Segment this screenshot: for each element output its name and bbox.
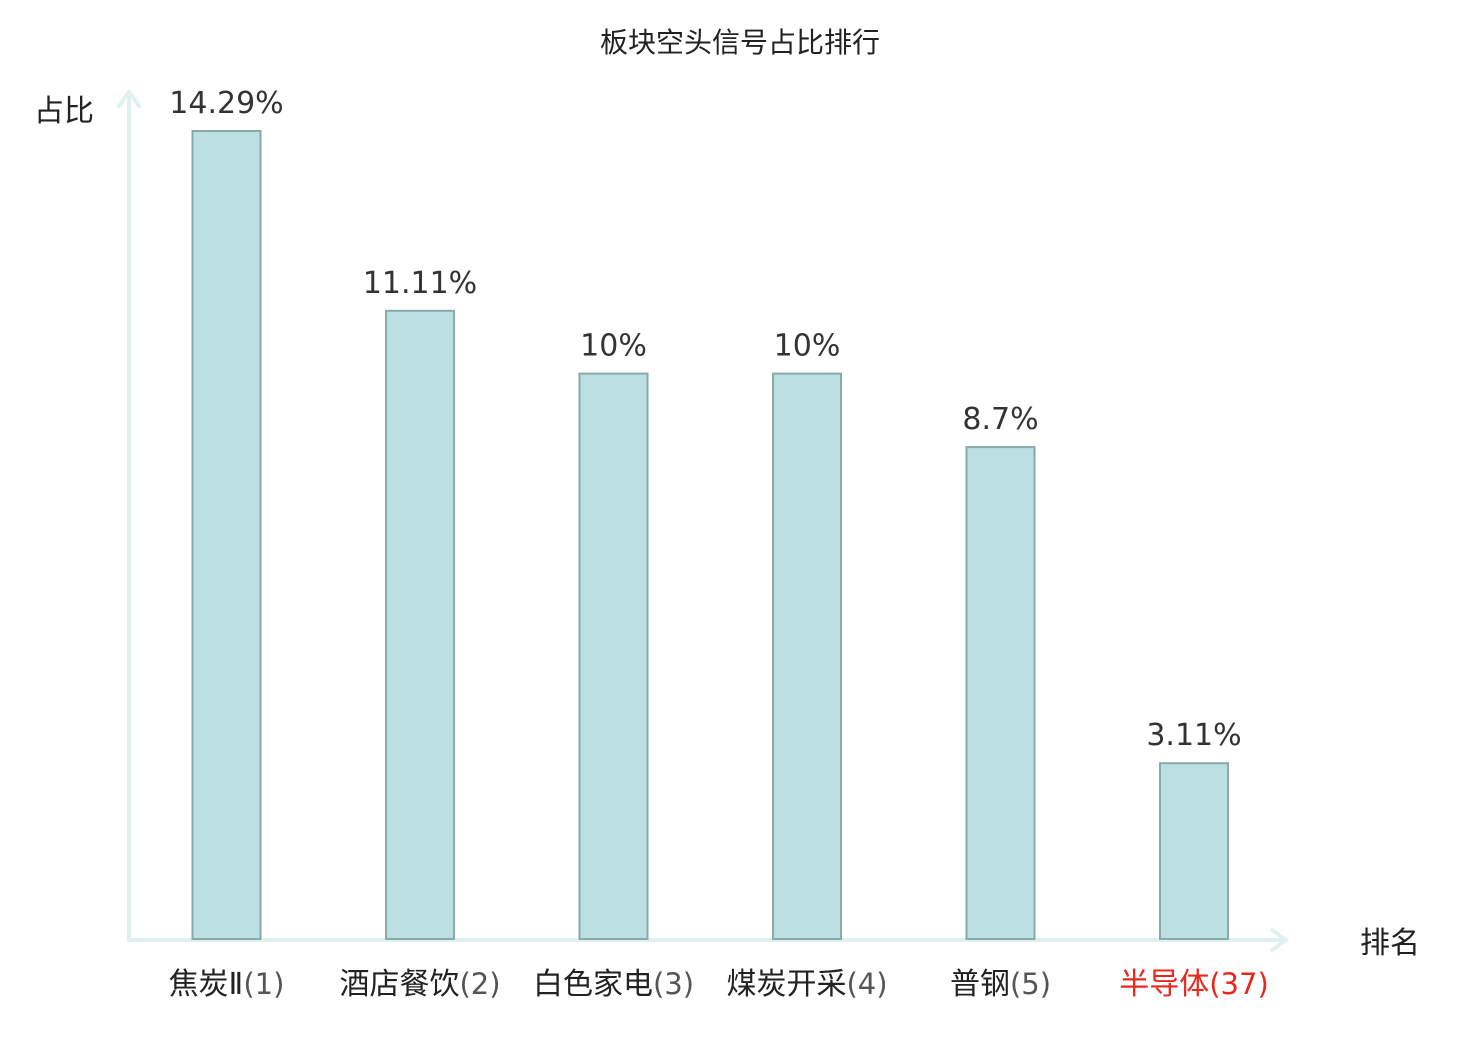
x-tick-label-2: 白色家电(3)	[533, 967, 694, 1002]
x-tick-rank-2: (3)	[653, 967, 694, 1001]
x-tick-name-5: 半导体	[1119, 967, 1209, 1002]
value-label-1: 11.11%	[363, 266, 477, 301]
x-tick-name-1: 酒店餐饮	[339, 967, 459, 1002]
x-tick-rank-1: (2)	[459, 967, 500, 1001]
axes	[117, 90, 1288, 952]
x-tick-name-2: 白色家电	[533, 967, 653, 1002]
x-tick-rank-4: (5)	[1010, 967, 1051, 1001]
y-axis-arrowhead	[117, 90, 141, 108]
x-tick-labels-group: 焦炭Ⅱ(1) 酒店餐饮(2) 白色家电(3) 煤炭开采(4) 普钢(5) 半导体(37)	[169, 967, 1269, 1002]
bar-4	[965, 446, 1036, 940]
value-label-4: 8.7%	[962, 402, 1038, 437]
bars-group	[191, 130, 1229, 941]
x-tick-name-0: 焦炭Ⅱ	[169, 967, 244, 1002]
x-tick-label-0: 焦炭Ⅱ(1)	[169, 967, 285, 1002]
x-tick-label-3: 煤炭开采(4)	[726, 967, 887, 1002]
bar-0	[191, 130, 262, 940]
bar-3	[772, 372, 842, 941]
x-tick-label-5: 半导体(37)	[1119, 967, 1269, 1002]
value-label-2: 10%	[580, 329, 647, 364]
y-axis-label: 占比	[34, 94, 94, 129]
value-label-3: 10%	[774, 329, 841, 364]
bar-5	[1159, 762, 1229, 941]
x-axis-arrowhead	[1270, 928, 1288, 952]
x-tick-name-4: 普钢	[950, 967, 1010, 1002]
value-labels-group: 14.29% 11.11% 10% 10% 8.7% 3.11%	[169, 86, 1241, 753]
x-axis-label: 排名	[1360, 926, 1420, 961]
chart-title: 板块空头信号占比排行	[600, 26, 880, 59]
x-tick-name-3: 煤炭开采	[726, 967, 846, 1002]
bar-2	[578, 372, 649, 941]
x-tick-label-4: 普钢(5)	[950, 967, 1051, 1002]
value-label-0: 14.29%	[169, 86, 283, 121]
x-tick-label-1: 酒店餐饮(2)	[339, 967, 500, 1002]
x-tick-rank-3: (4)	[846, 967, 887, 1001]
value-label-5: 3.11%	[1146, 718, 1241, 753]
x-tick-rank-0: (1)	[243, 967, 284, 1001]
x-tick-rank-5: (37)	[1209, 967, 1269, 1001]
bar-1	[385, 309, 455, 940]
